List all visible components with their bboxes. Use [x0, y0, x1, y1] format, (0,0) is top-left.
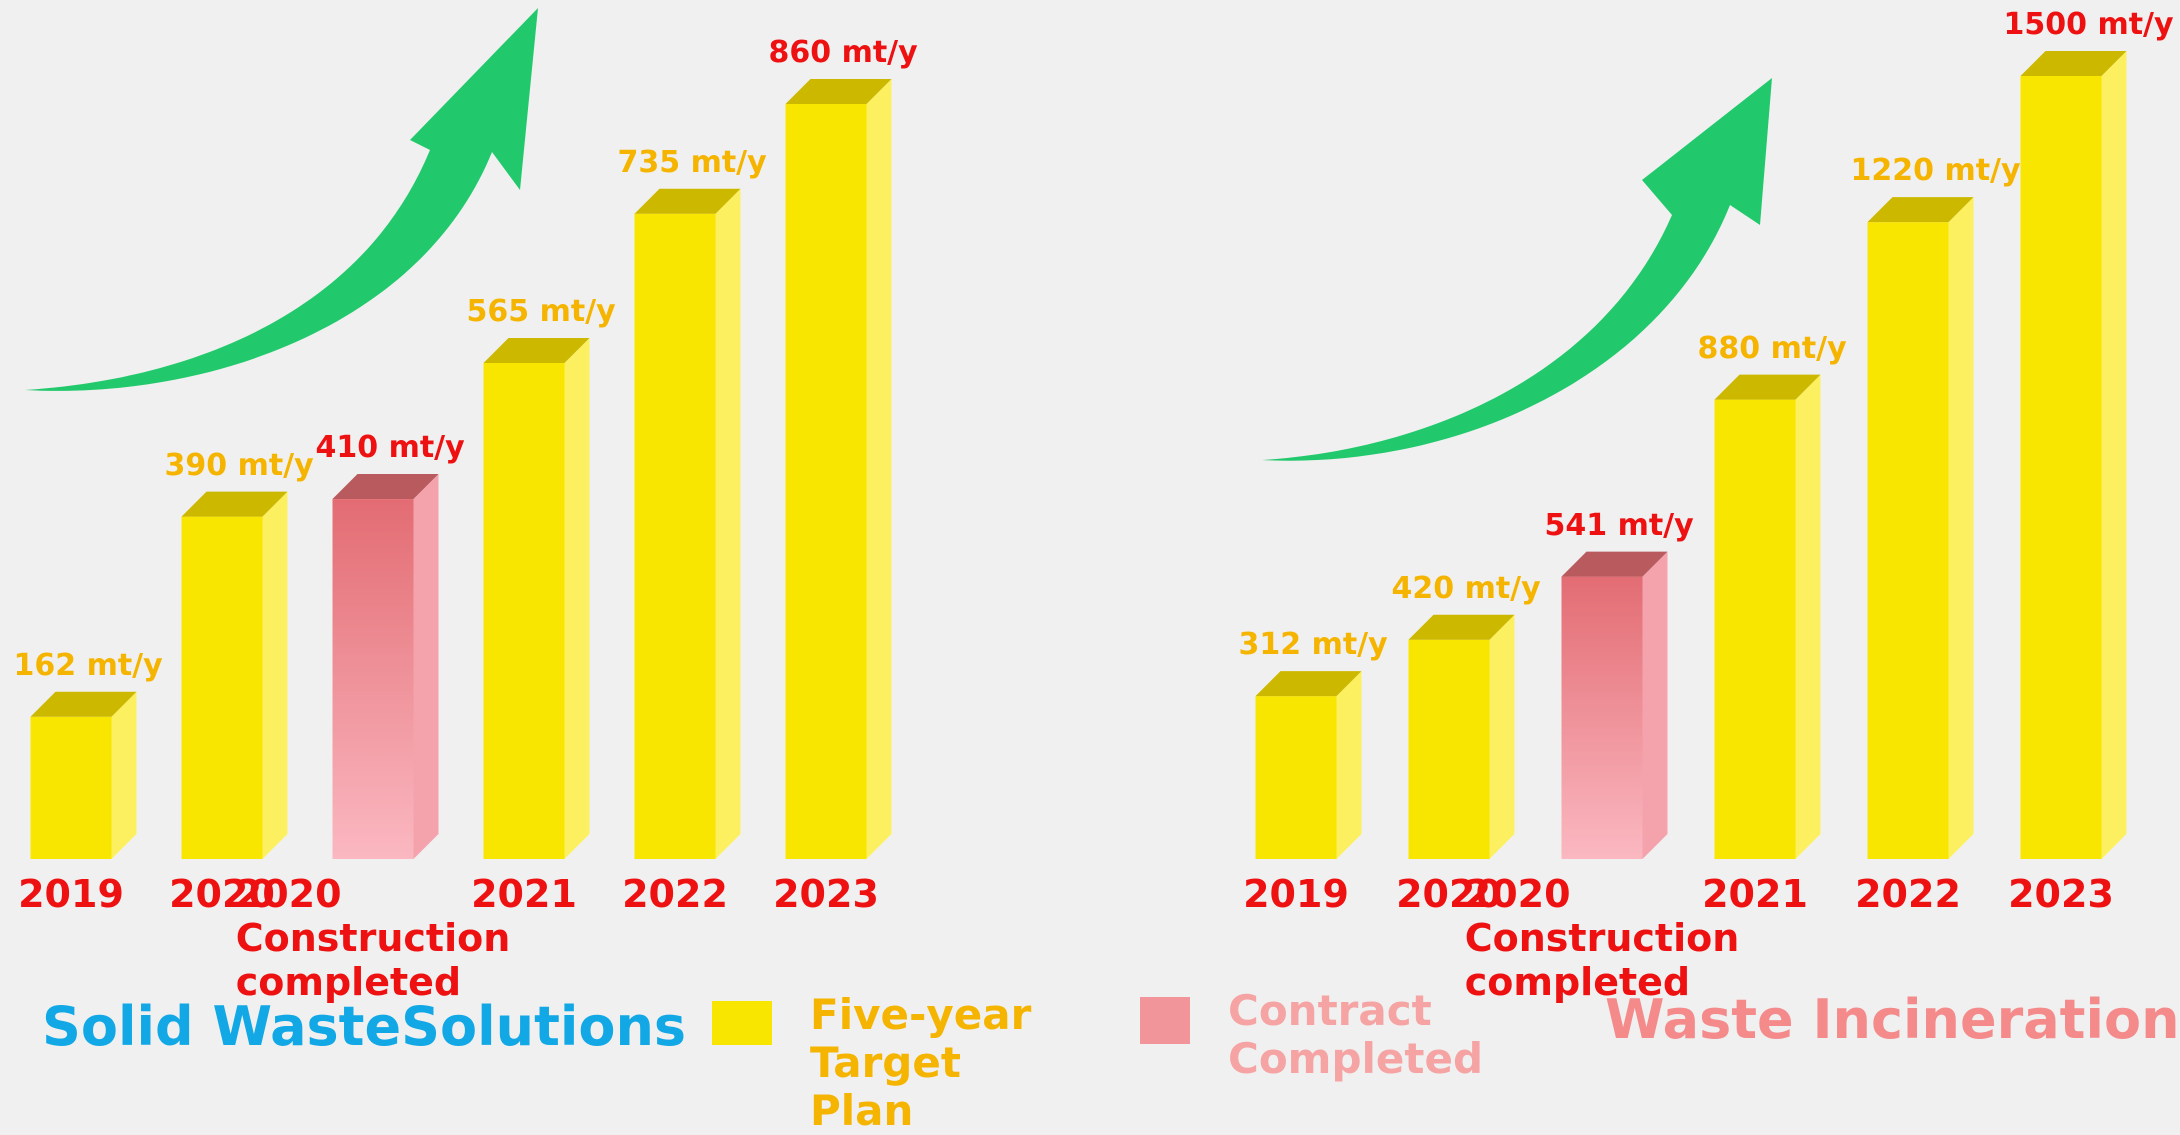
page: (() => { const data = JSON.parse(documen…: [0, 0, 2180, 1095]
bar-front: [484, 363, 565, 859]
x-tick-label: 2022: [1855, 872, 1961, 916]
bar-side: [1643, 552, 1668, 859]
bar-side: [1796, 375, 1821, 859]
value-label: 1220 mt/y: [1851, 153, 2021, 188]
bar: [2021, 51, 2127, 859]
value-label: 880 mt/y: [1698, 331, 1847, 366]
bar-side: [867, 79, 892, 859]
x-tick-label: 2023: [2008, 872, 2114, 916]
value-label: 312 mt/y: [1239, 627, 1388, 662]
bar-front: [1715, 400, 1796, 859]
bar: [333, 474, 439, 859]
growth-arrow: [1262, 78, 1772, 461]
bar-front: [1562, 577, 1643, 859]
bar: [1409, 615, 1515, 859]
value-label: 420 mt/y: [1392, 571, 1541, 606]
bar-side: [414, 474, 439, 859]
bar-front: [333, 499, 414, 859]
value-label: 1500 mt/y: [2004, 7, 2174, 42]
value-label: 390 mt/y: [165, 448, 314, 483]
value-label: 565 mt/y: [467, 294, 616, 329]
bar: [1562, 552, 1668, 859]
x-tick-label: 2021: [471, 872, 577, 916]
bar-front: [1868, 222, 1949, 859]
x-tick-label: 2021: [1702, 872, 1808, 916]
bar: [786, 79, 892, 859]
bar: [31, 692, 137, 859]
bar-front: [1256, 696, 1337, 859]
growth-arrow: [25, 8, 538, 391]
legend-label: Contract Completed: [1228, 987, 1488, 1083]
bar-side: [716, 189, 741, 859]
value-label: 860 mt/y: [769, 35, 918, 70]
legend-swatch: [1140, 997, 1190, 1044]
bar-front: [2021, 76, 2102, 859]
value-label: 162 mt/y: [14, 648, 163, 683]
x-tick-label: 2023: [773, 872, 879, 916]
value-label: 410 mt/y: [316, 430, 465, 465]
x-tick-label: 2019: [1243, 872, 1349, 916]
bar-side: [1490, 615, 1515, 859]
x-tick-label: 2020 Construction completed: [236, 872, 511, 1004]
legend-swatch: [712, 1001, 772, 1045]
bar-side: [112, 692, 137, 859]
value-label: 541 mt/y: [1545, 508, 1694, 543]
chart-title: Solid WasteSolutions: [42, 995, 686, 1058]
x-tick-label: 2019: [18, 872, 124, 916]
legend-label: Five-year Target Plan: [810, 991, 1070, 1135]
bar-side: [263, 492, 288, 859]
bar: [1715, 375, 1821, 859]
bar: [1256, 671, 1362, 859]
bar: [182, 492, 288, 859]
bar: [635, 189, 741, 859]
x-tick-label: 2022: [622, 872, 728, 916]
bar-front: [786, 104, 867, 859]
value-label: 735 mt/y: [618, 145, 767, 180]
bar-front: [182, 517, 263, 859]
bar-front: [31, 717, 112, 859]
bar: [484, 338, 590, 859]
bar-front: [1409, 640, 1490, 859]
bar-front: [635, 214, 716, 859]
chart-title: Waste Incineration: [1605, 988, 2180, 1051]
x-tick-label: 2020 Construction completed: [1465, 872, 1740, 1004]
bar-side: [1949, 197, 1974, 859]
bar-side: [2102, 51, 2127, 859]
bar-side: [1337, 671, 1362, 859]
bar-side: [565, 338, 590, 859]
bar: [1868, 197, 1974, 859]
